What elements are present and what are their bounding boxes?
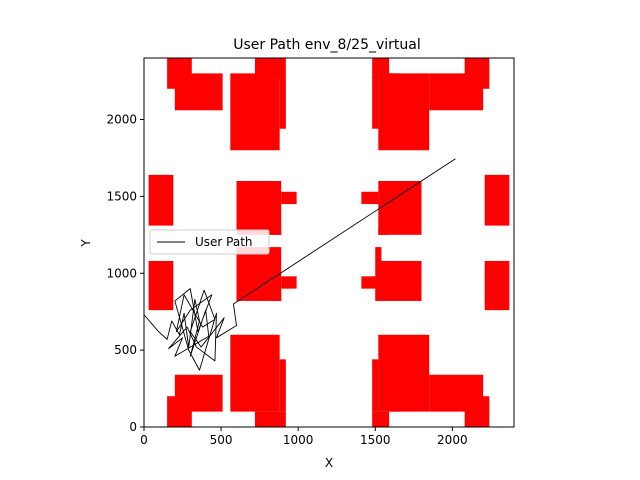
- obstacle-rect: [236, 181, 282, 235]
- legend-label: User Path: [195, 235, 253, 249]
- x-tick-label: 0: [140, 433, 148, 447]
- path-layer: [143, 158, 456, 371]
- obstacles-layer: [148, 58, 510, 428]
- obstacle-rect: [148, 174, 174, 226]
- obstacle-rect: [378, 227, 390, 235]
- obstacle-rect: [389, 402, 400, 412]
- obstacle-rect: [372, 74, 379, 129]
- obstacle-rect: [372, 411, 390, 428]
- obstacle-rect: [270, 293, 282, 301]
- obstacle-rect: [378, 260, 422, 301]
- plot-frame: [143, 57, 515, 428]
- x-tick-label: 1500: [360, 433, 391, 447]
- obstacle-rect: [378, 181, 422, 235]
- obstacle-rect: [230, 334, 280, 412]
- y-tick-label: 2000: [106, 113, 137, 127]
- obstacle-rect: [464, 396, 490, 427]
- obstacle-rect: [148, 260, 174, 311]
- y-tick-label: 1000: [106, 266, 137, 280]
- obstacle-rect: [372, 58, 390, 75]
- legend: User Path: [149, 229, 270, 255]
- obstacle-rect: [255, 411, 286, 428]
- y-axis-label: Y: [79, 239, 93, 248]
- y-tick-label: 1500: [106, 189, 137, 203]
- obstacle-rect: [281, 276, 297, 289]
- y-tick-label: 0: [129, 420, 137, 434]
- chart-title: User Path env_8/25_virtual: [233, 37, 421, 53]
- x-tick-label: 1000: [283, 433, 314, 447]
- obstacle-rect: [372, 359, 379, 412]
- obstacle-rect: [375, 247, 382, 301]
- obstacle-rect: [167, 396, 192, 427]
- obstacle-rect: [279, 77, 286, 129]
- obstacle-rect: [270, 227, 282, 235]
- x-axis-label: X: [325, 456, 333, 470]
- obstacle-rect: [281, 191, 297, 205]
- obstacle-rect: [389, 73, 400, 82]
- legend-box: [149, 229, 270, 255]
- obstacle-rect: [230, 73, 280, 151]
- y-axis: 0 500 1000 1500 2000: [106, 113, 144, 434]
- obstacle-rect: [484, 260, 510, 311]
- x-tick-label: 500: [210, 433, 233, 447]
- obstacle-rect: [361, 191, 379, 205]
- obstacle-rect: [361, 276, 379, 289]
- obstacle-rect: [378, 73, 430, 151]
- x-tick-label: 2000: [437, 433, 468, 447]
- obstacle-rect: [255, 58, 286, 78]
- x-axis: 0 500 1000 1500 2000: [140, 427, 468, 447]
- user-path-line: [143, 158, 456, 371]
- y-tick-label: 500: [114, 343, 137, 357]
- obstacle-rect: [236, 247, 282, 301]
- obstacle-rect: [464, 58, 490, 89]
- obstacle-rect: [378, 334, 430, 412]
- obstacle-rect: [484, 174, 510, 226]
- obstacle-rect: [279, 359, 286, 412]
- obstacle-rect: [174, 73, 223, 111]
